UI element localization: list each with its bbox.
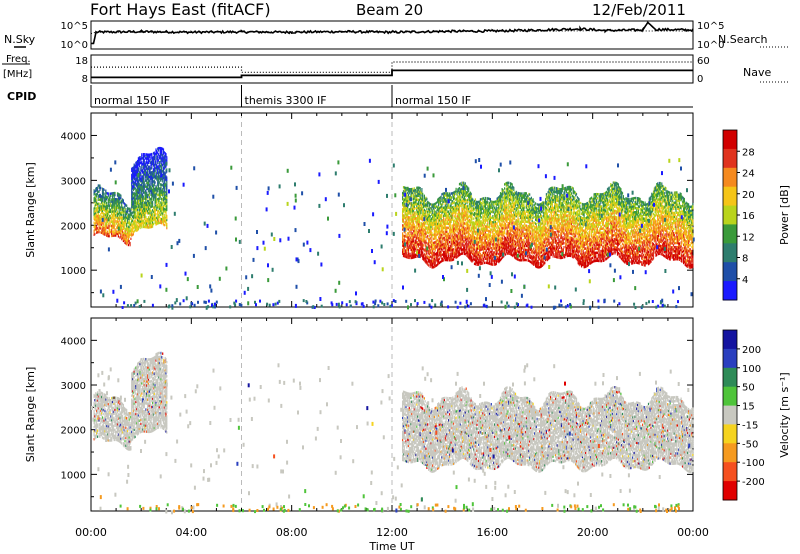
noise-panel-frame (91, 21, 693, 49)
cpid-label: CPID (7, 90, 36, 103)
power-panel: 1000 2000 3000 4000 Slant Range [km] (24, 113, 695, 310)
noise-right-tick-label: 10^5 (697, 21, 724, 32)
noise-left-tick-label: 10^0 (61, 40, 88, 51)
noise-panel-lines (91, 22, 693, 43)
noise-panel-ticks: 10^5 10^0 10^5 10^0 (61, 21, 725, 51)
power-cell (144, 153, 145, 155)
power-ytick-label: 2000 (61, 221, 86, 232)
cpid-segment-label: themis 3300 IF (245, 94, 327, 107)
power-cell (152, 225, 153, 227)
power-cell (94, 233, 95, 235)
freq-right-tick-label: 0 (697, 74, 703, 85)
power-cell (106, 202, 107, 204)
power-cell (97, 187, 98, 189)
freq-left-tick-label: 8 (82, 74, 88, 85)
power-cell (106, 224, 107, 226)
power-cell (120, 195, 121, 197)
freq-right-tick-label: 60 (697, 56, 710, 67)
freq-unit-label: [MHz] (3, 69, 32, 80)
power-ylabel: Slant Range [km] (24, 162, 37, 258)
power-cell (123, 199, 124, 201)
power-cell (104, 193, 105, 195)
date-label: 12/Feb/2011 (592, 1, 686, 19)
power-cell (99, 231, 100, 233)
noise-left-tick-label: 10^5 (61, 21, 88, 32)
power-cell (135, 212, 136, 214)
power-cell (96, 199, 97, 201)
power-cell (151, 153, 152, 155)
power-cell (109, 197, 110, 199)
power-ytick-label: 1000 (61, 266, 86, 277)
freq-left-tick-label: 18 (75, 56, 88, 67)
power-cell (151, 197, 152, 199)
power-cell (103, 225, 104, 227)
power-ytick-label: 3000 (61, 176, 86, 187)
power-cell (109, 235, 110, 237)
power-cell (152, 213, 153, 215)
nsky-label: N.Sky (4, 33, 36, 46)
power-cell (104, 189, 105, 191)
radar-summary-figure: Fort Hays East (fitACF) Beam 20 12/Feb/2… (0, 0, 800, 554)
cpid-segment-label: normal 150 IF (395, 94, 471, 107)
cpid-strip: normal 150 IF themis 3300 IF normal 150 IF (91, 85, 693, 107)
power-cell (130, 242, 131, 244)
plot-title: Fort Hays East (fitACF) (90, 0, 271, 19)
power-cell (140, 166, 141, 168)
power-cell (100, 187, 101, 189)
power-cell (107, 231, 108, 233)
power-cell (99, 185, 100, 187)
power-cell (126, 205, 127, 207)
power-cell (130, 238, 131, 240)
freq-series-freq (91, 70, 693, 77)
power-cell (152, 201, 153, 203)
power-cell (153, 223, 154, 225)
power-cell (105, 190, 106, 192)
cpid-segment-label: normal 150 IF (94, 94, 170, 107)
power-cell (114, 192, 115, 194)
power-ytick-label: 4000 (61, 131, 86, 142)
noise-series-nsky (91, 22, 693, 43)
power-cell (141, 224, 142, 226)
beam-label: Beam 20 (356, 1, 423, 19)
noise-right-tick-label: 10^0 (697, 40, 724, 51)
freq-panel-lines (91, 62, 693, 77)
power-cell (143, 195, 144, 197)
power-cell (150, 180, 151, 182)
power-cell (108, 192, 109, 194)
nsearch-label: N.Search (718, 33, 768, 46)
nave-label: Nave (743, 66, 771, 79)
power-cell (117, 211, 118, 213)
power-cell (125, 208, 126, 210)
power-cell (138, 167, 139, 169)
power-cell (141, 153, 142, 155)
freq-label: Freq. (6, 54, 31, 65)
power-cell (127, 211, 128, 213)
power-cell (145, 216, 146, 218)
power-cell (99, 203, 100, 205)
power-cell (146, 192, 147, 194)
